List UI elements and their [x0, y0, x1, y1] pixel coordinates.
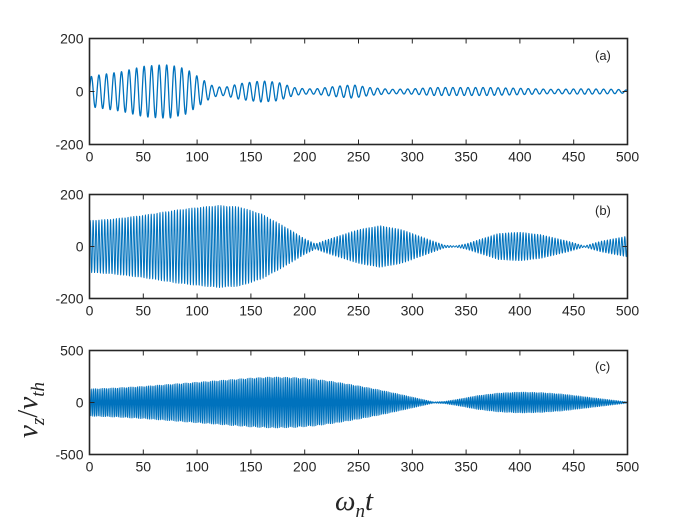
panel-c-x-tick-label: 450: [562, 459, 586, 475]
panel-a-y-tick-label: -200: [55, 137, 83, 153]
x-label-t: t: [365, 485, 374, 517]
panel-c-y-tick-label: 0: [76, 395, 84, 411]
panel-a: 0 50 100 150 200 250 300 350 400 450 500 -2000200 …: [55, 31, 639, 165]
panel-a-x-tick-label: 450: [562, 149, 586, 165]
panel-b-x-tick-label: 300: [401, 303, 425, 319]
panel-c-label: (c): [595, 359, 610, 374]
y-label-sub2: th: [28, 382, 49, 397]
panel-b-label: (b): [595, 203, 611, 218]
panel-c-x-tick-label: 400: [508, 459, 532, 475]
panel-b-frame: [88, 193, 629, 300]
panel-c-x-tick-label: 50: [136, 459, 152, 475]
panel-a-y-tick-label: 0: [76, 84, 84, 100]
panel-c-x-tick-label: 200: [293, 459, 317, 475]
panel-a-x-tick-label: 350: [454, 149, 478, 165]
panel-a-series-layer: [88, 64, 628, 119]
panel-b-series-layer: [89, 205, 628, 289]
panel-b-x-tick-label: 500: [616, 303, 640, 319]
panel-a-x-tick-label: 150: [239, 149, 263, 165]
panel-c-x-tick-label: 500: [616, 459, 640, 475]
panel-a-y-tick-label: 200: [60, 31, 84, 47]
panel-b-x-tick-label: 450: [562, 303, 586, 319]
y-label-sub1: z: [28, 417, 49, 426]
panel-a-x-tick-label: 500: [616, 149, 640, 165]
panel-b-x-tick-label: 150: [239, 303, 263, 319]
panel-c-x-tick-label: 300: [401, 459, 425, 475]
panel-b-x-tick-label: 250: [347, 303, 371, 319]
panel-b-x-tick-label: 50: [136, 303, 152, 319]
panel-b-x-tick-label: 100: [185, 303, 209, 319]
panel-b-series-line: [89, 205, 628, 289]
panel-b-x-tick-label: 400: [508, 303, 532, 319]
panel-a-series-line: [88, 64, 628, 119]
panel-c-series-layer: [89, 376, 628, 429]
panel-b: 0 50 100 150 200 250 300 350 400 450 500 -2000200 …: [55, 187, 639, 319]
panel-a-x-tick-label: 200: [293, 149, 317, 165]
panel-c-x-tick-label: 0: [86, 459, 94, 475]
panel-a-x-tick-label: 100: [185, 149, 209, 165]
panel-c-x-tick-label: 100: [185, 459, 209, 475]
panel-a-x-tick-label: 250: [347, 149, 371, 165]
panel-a-x-ticks: 0 50 100 150 200 250 300 350 400 450 500: [86, 38, 640, 165]
panel-c-x-tick-label: 350: [454, 459, 478, 475]
panel-c-y-tick-label: -500: [55, 447, 83, 463]
y-axis-label: vz/vth: [12, 382, 49, 438]
panel-b-y-tick-label: 0: [76, 239, 84, 255]
panel-c: 0 50 100 150 200 250 300 350 400 450 500 -5000500 …: [55, 343, 639, 475]
y-label-v1: v: [12, 425, 44, 438]
panel-a-x-tick-label: 0: [86, 149, 94, 165]
panel-b-x-tick-label: 200: [293, 303, 317, 319]
panel-a-background: [89, 38, 628, 145]
panel-c-series-line: [89, 376, 628, 429]
panel-b-y-tick-label: -200: [55, 291, 83, 307]
panel-c-x-tick-label: 250: [347, 459, 371, 475]
panel-a-frame: [88, 37, 629, 146]
y-label-v2: v: [12, 397, 44, 410]
x-label-sub: n: [355, 501, 365, 519]
panel-c-y-tick-label: 500: [60, 343, 84, 359]
panel-b-y-tick-label: 200: [60, 187, 84, 203]
panel-a-x-tick-label: 300: [401, 149, 425, 165]
panel-a-x-tick-label: 400: [508, 149, 532, 165]
panel-b-x-tick-label: 350: [454, 303, 478, 319]
x-axis-label: ωnt: [335, 485, 374, 519]
panel-b-x-tick-label: 0: [86, 303, 94, 319]
panel-b-x-ticks: 0 50 100 150 200 250 300 350 400 450 500: [86, 194, 640, 319]
panel-c-x-ticks: 0 50 100 150 200 250 300 350 400 450 500: [86, 350, 640, 475]
panel-c-x-tick-label: 150: [239, 459, 263, 475]
panel-a-label: (a): [595, 48, 611, 63]
x-label-omega: ω: [335, 485, 355, 517]
y-label-slash: /: [12, 409, 44, 418]
panel-a-x-tick-label: 50: [136, 149, 152, 165]
panel-c-frame: [88, 349, 629, 456]
